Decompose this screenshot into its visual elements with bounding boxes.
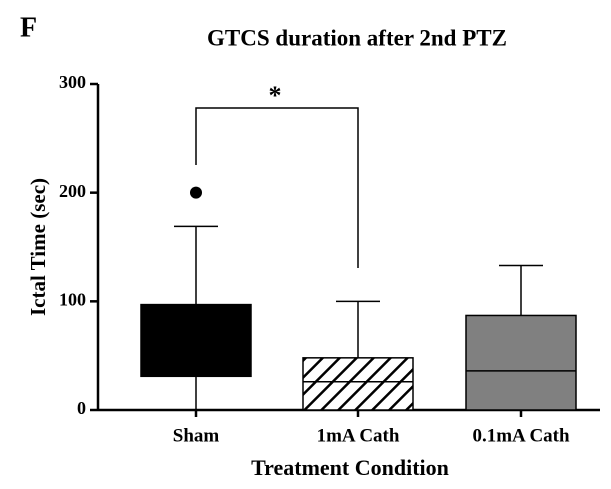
x-tick-label: 0.1mA Cath: [472, 425, 570, 446]
y-tick-label: 0: [77, 398, 86, 418]
box: [140, 303, 252, 378]
y-axis-label: Ictal Time (sec): [26, 178, 50, 316]
y-tick-label: 300: [59, 72, 86, 92]
x-tick-label: 1mA Cath: [317, 425, 400, 446]
significance-label: *: [269, 81, 282, 110]
y-tick-label: 100: [59, 289, 86, 309]
outlier: [190, 186, 202, 199]
box: [302, 357, 414, 411]
x-axis-label: Treatment Condition: [251, 455, 449, 480]
box: [465, 314, 577, 411]
x-tick-label: Sham: [173, 425, 220, 446]
y-tick-label: 200: [59, 181, 86, 201]
chart-title: GTCS duration after 2nd PTZ: [207, 25, 507, 50]
panel-label: F: [20, 12, 37, 43]
significance-bracket: [195, 107, 359, 268]
